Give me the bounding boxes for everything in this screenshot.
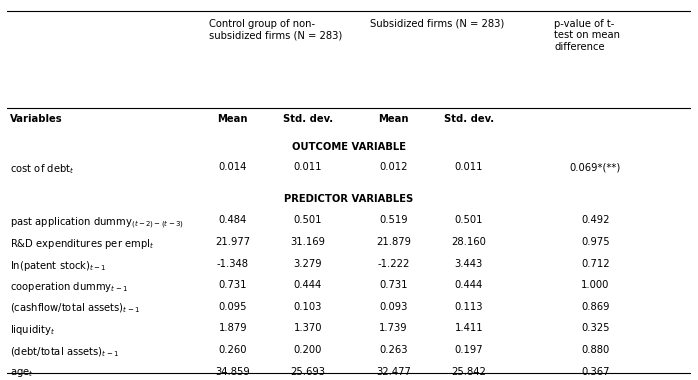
Text: 0.014: 0.014 [218,162,247,172]
Text: 0.069*(**): 0.069*(**) [570,162,621,172]
Text: 0.012: 0.012 [379,162,408,172]
Text: 1.411: 1.411 [454,323,483,333]
Text: p-value of t-
test on mean
difference: p-value of t- test on mean difference [554,19,621,52]
Text: 0.519: 0.519 [379,215,408,225]
Text: cooperation dummy$_{t-1}$: cooperation dummy$_{t-1}$ [10,280,128,294]
Text: Std. dev.: Std. dev. [444,114,493,124]
Text: 28.160: 28.160 [452,237,486,247]
Text: ln(patent stock)$_{t-1}$: ln(patent stock)$_{t-1}$ [10,258,107,272]
Text: 0.484: 0.484 [218,215,247,225]
Text: (debt/total assets)$_{t-1}$: (debt/total assets)$_{t-1}$ [10,345,119,358]
Text: 0.260: 0.260 [218,345,247,355]
Text: Std. dev.: Std. dev. [283,114,333,124]
Text: 0.200: 0.200 [294,345,322,355]
Text: 0.444: 0.444 [294,280,322,290]
Text: 34.859: 34.859 [216,367,250,377]
Text: 0.011: 0.011 [454,162,483,172]
Text: past application dummy$_{(t-2)-(t-3)}$: past application dummy$_{(t-2)-(t-3)}$ [10,215,184,231]
Text: -1.222: -1.222 [378,258,410,269]
Text: age$_t$: age$_t$ [10,367,34,378]
Text: 0.325: 0.325 [581,323,609,333]
Text: 0.011: 0.011 [294,162,322,172]
Text: 0.501: 0.501 [294,215,322,225]
Text: 0.103: 0.103 [294,302,322,312]
Text: 0.880: 0.880 [581,345,609,355]
Text: 0.492: 0.492 [581,215,609,225]
Text: 0.367: 0.367 [581,367,609,377]
Text: 0.444: 0.444 [454,280,483,290]
Text: 0.095: 0.095 [218,302,247,312]
Text: 25.693: 25.693 [290,367,325,377]
Text: Control group of non-
subsidized firms (N = 283): Control group of non- subsidized firms (… [209,19,342,40]
Text: 3.443: 3.443 [454,258,483,269]
Text: 0.113: 0.113 [454,302,483,312]
Text: 0.731: 0.731 [379,280,408,290]
Text: 1.000: 1.000 [581,280,609,290]
Text: 1.879: 1.879 [218,323,247,333]
Text: 32.477: 32.477 [376,367,411,377]
Text: Mean: Mean [218,114,248,124]
Text: 0.869: 0.869 [581,302,609,312]
Text: 0.093: 0.093 [379,302,408,312]
Text: 31.169: 31.169 [290,237,325,247]
Text: cost of debt$_t$: cost of debt$_t$ [10,162,75,176]
Text: -1.348: -1.348 [216,258,248,269]
Text: 0.712: 0.712 [581,258,609,269]
Text: PREDICTOR VARIABLES: PREDICTOR VARIABLES [284,195,414,204]
Text: 1.370: 1.370 [294,323,322,333]
Text: 0.197: 0.197 [454,345,483,355]
Text: R&D expenditures per empl$_t$: R&D expenditures per empl$_t$ [10,237,155,251]
Text: 0.731: 0.731 [218,280,247,290]
Text: Subsidized firms (N = 283): Subsidized firms (N = 283) [369,19,504,29]
Text: 25.842: 25.842 [452,367,486,377]
Text: liquidity$_t$: liquidity$_t$ [10,323,55,337]
Text: 0.975: 0.975 [581,237,609,247]
Text: 0.501: 0.501 [454,215,483,225]
Text: 0.263: 0.263 [379,345,408,355]
Text: Variables: Variables [10,114,63,124]
Text: OUTCOME VARIABLE: OUTCOME VARIABLE [292,142,406,152]
Text: 3.279: 3.279 [294,258,322,269]
Text: 1.739: 1.739 [379,323,408,333]
Text: Mean: Mean [378,114,409,124]
Text: 21.879: 21.879 [376,237,411,247]
Text: (cashflow/total assets)$_{t-1}$: (cashflow/total assets)$_{t-1}$ [10,302,140,315]
Text: 21.977: 21.977 [215,237,251,247]
